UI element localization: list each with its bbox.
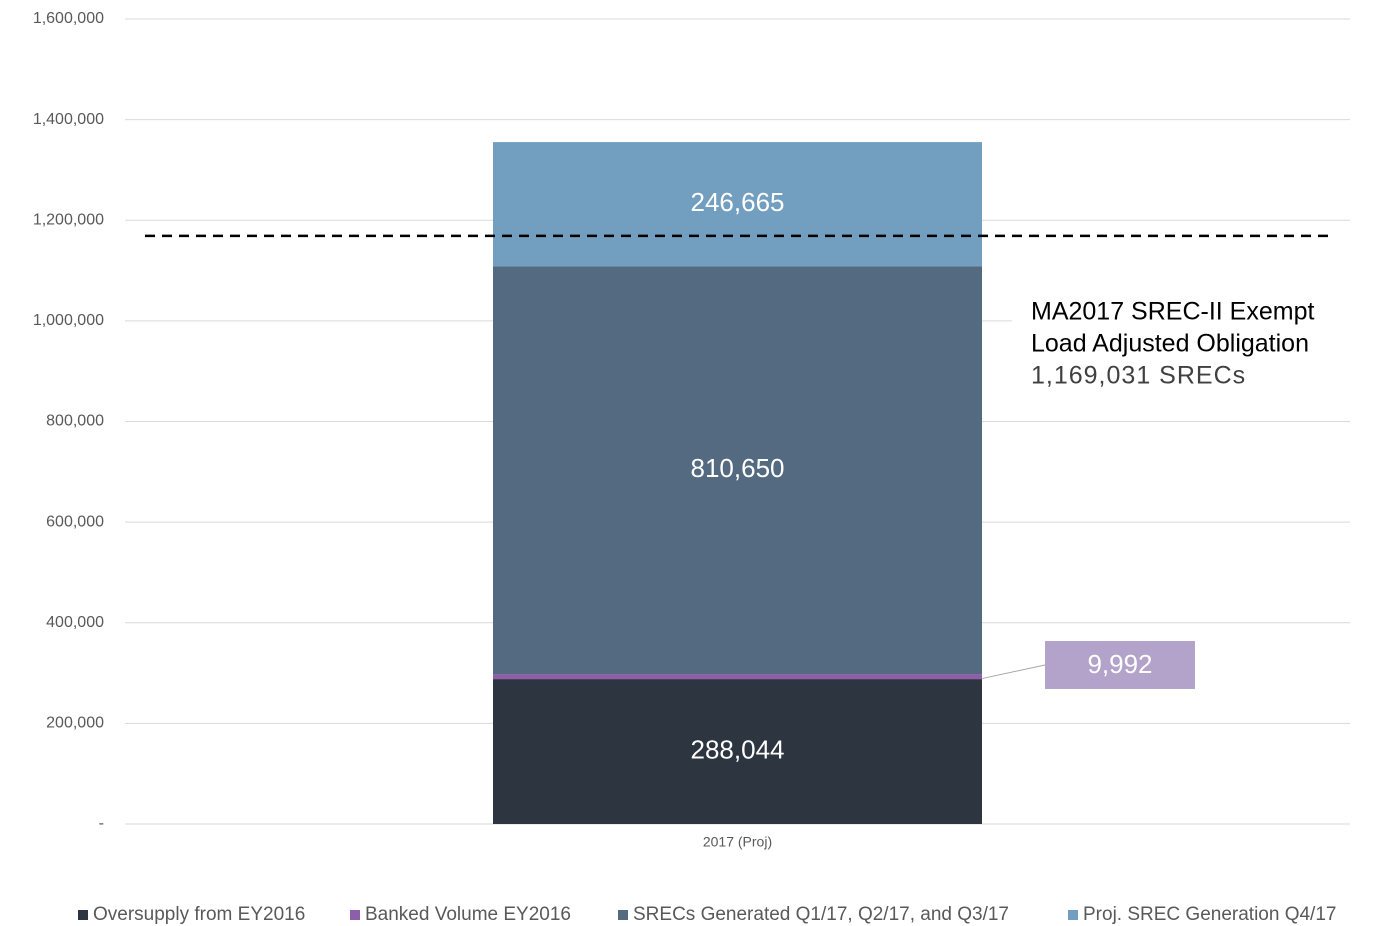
y-tick-label: 1,400,000 [33,111,104,128]
legend-swatch [78,910,88,920]
annotation: Load Adjusted Obligation [1031,330,1309,358]
x-tick-label: 2017 (Proj) [703,834,772,850]
data-label: 288,044 [691,734,785,764]
legend-label: Banked Volume EY2016 [365,904,571,925]
y-tick-label: 1,200,000 [33,211,104,228]
legend-label: Oversupply from EY2016 [93,904,305,925]
y-tick-label: 1,000,000 [33,312,104,329]
annotation: MA2017 SREC-II Exempt [1031,298,1314,326]
bar-segment [493,266,982,675]
y-tick-label: 400,000 [46,614,104,631]
callout-box [1045,641,1195,689]
data-label: 810,650 [691,453,785,483]
y-tick-label: - [99,815,104,832]
legend-label: Proj. SREC Generation Q4/17 [1083,904,1336,925]
bar-segment [493,142,982,267]
y-tick-label: 200,000 [46,715,104,732]
legend-swatch [618,910,628,920]
annotation-bg [1012,292,1350,396]
data-label: 9,992 [1087,649,1152,679]
y-tick-label: 800,000 [46,413,104,430]
y-tick-label: 1,600,000 [33,10,104,27]
y-tick-label: 600,000 [46,513,104,530]
bar-segment [493,674,982,680]
legend-swatch [1068,910,1078,920]
leader-line [981,664,1046,680]
annotation-value: 1,169,031 SRECs [1031,362,1246,390]
data-label: 246,665 [691,187,785,217]
legend-label: SRECs Generated Q1/17, Q2/17, and Q3/17 [633,904,1009,925]
bar-segment [493,679,982,824]
legend-swatch [350,910,360,920]
